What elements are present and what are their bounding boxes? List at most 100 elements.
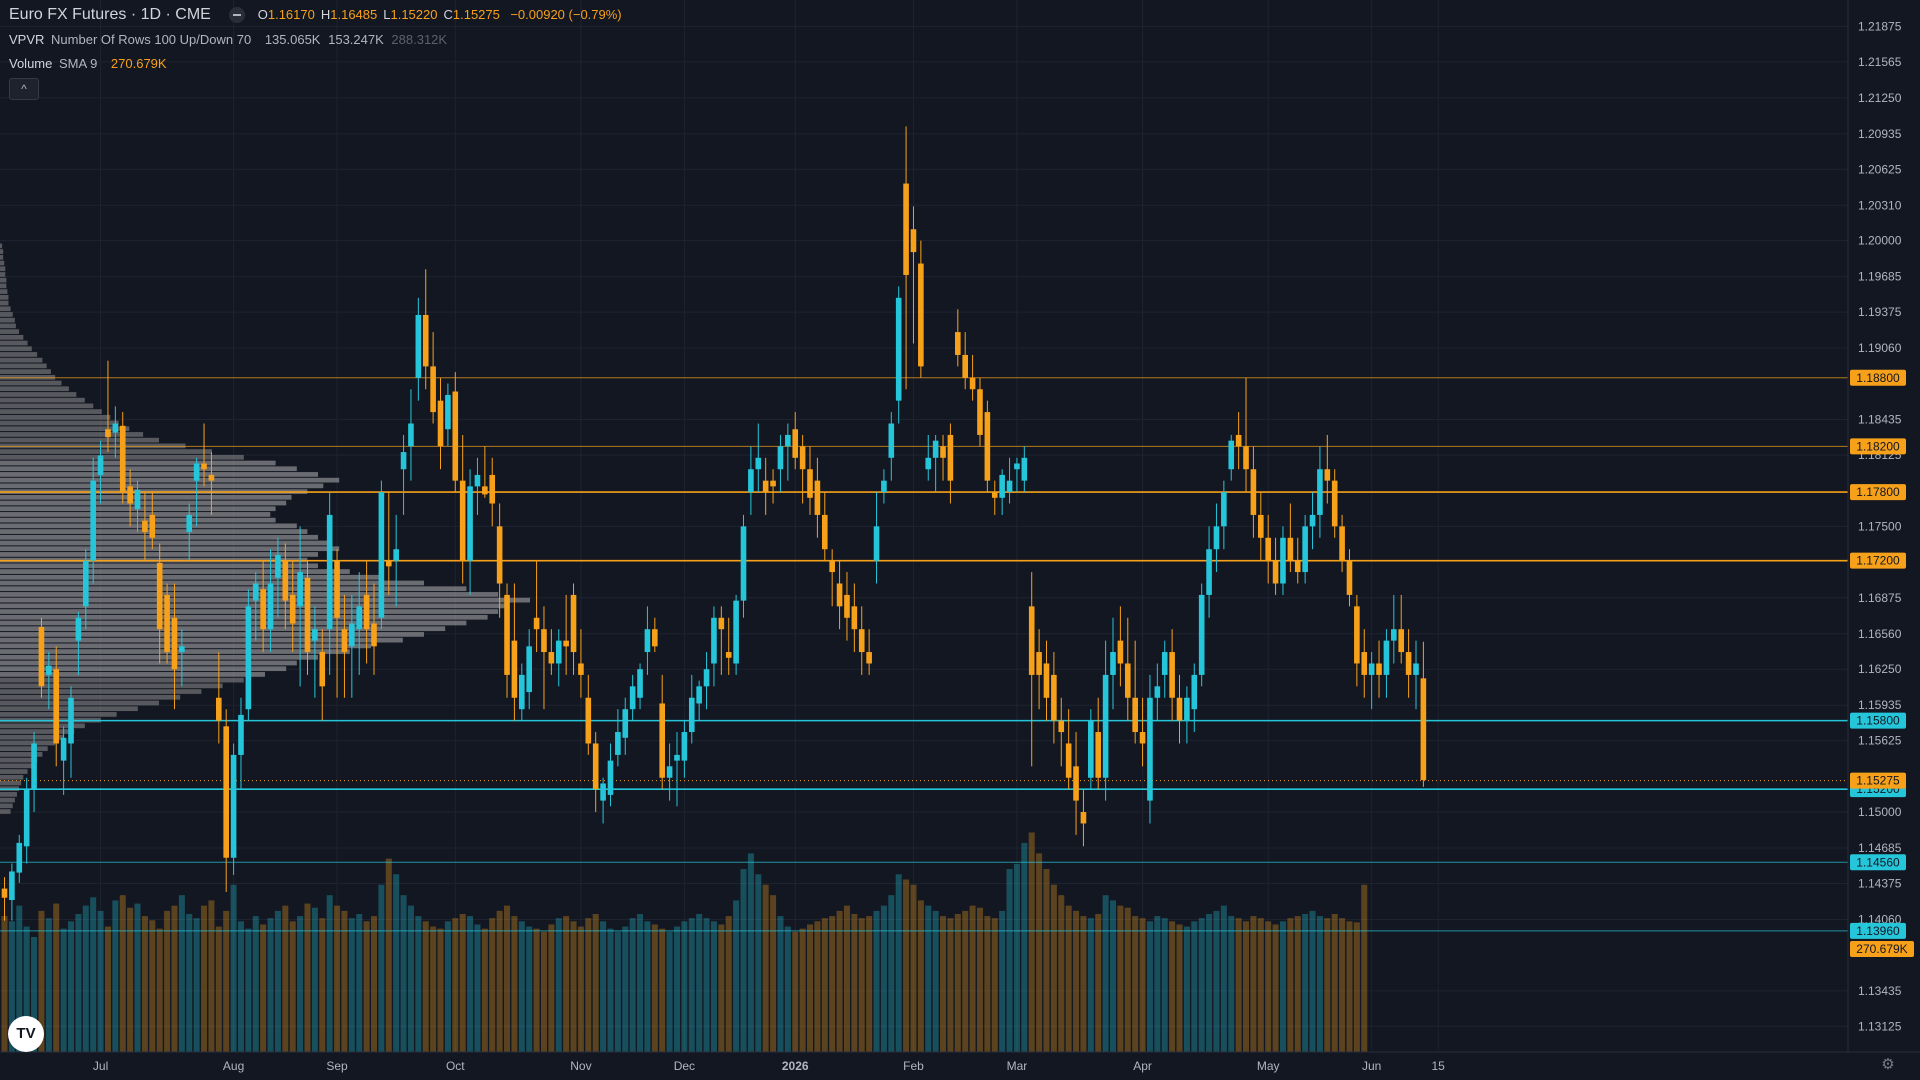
candle-body — [1132, 697, 1138, 733]
volume-bar — [866, 916, 873, 1052]
volume-bar — [1124, 907, 1131, 1052]
volume-sma-tag — [1850, 941, 1914, 957]
price-tick-label: 1.14375 — [1858, 876, 1902, 890]
candle-body — [1206, 549, 1212, 595]
candle-body — [53, 669, 60, 744]
candle-body — [659, 703, 666, 778]
minus-icon[interactable] — [229, 6, 246, 23]
volume-profile-row — [0, 780, 22, 786]
time-tick-label: May — [1257, 1059, 1280, 1073]
volume-bar — [223, 910, 230, 1052]
tradingview-logo[interactable]: TV — [8, 1016, 44, 1052]
volume-profile-row — [0, 243, 3, 249]
volume-profile-row — [0, 752, 43, 757]
volume-bar — [38, 910, 45, 1052]
volume-bar — [1058, 895, 1065, 1052]
volume-bar — [1117, 905, 1124, 1052]
volume-profile-row — [0, 637, 403, 643]
ohlc-value-o: 1.16170 — [267, 7, 315, 22]
time-axis[interactable]: Jul Aug Sep Oct Nov Dec 2026 Feb Mar Apr May Jun 15 — [93, 1059, 1445, 1073]
volume-bar — [533, 928, 540, 1052]
candle-body — [1302, 526, 1308, 573]
level-tag — [1850, 854, 1906, 871]
candle-body — [696, 686, 702, 704]
candle-body — [969, 377, 976, 390]
volume-bar — [112, 900, 119, 1052]
volume-bar — [297, 916, 304, 1052]
vpvr-label[interactable]: VPVR — [9, 32, 45, 47]
collapse-legend-button[interactable]: ^ — [9, 78, 39, 100]
volume-profile-row — [0, 603, 509, 609]
volume-bar — [1028, 832, 1035, 1052]
volume-bar — [496, 910, 503, 1052]
candle-body — [718, 617, 725, 630]
time-tick-label: 15 — [1431, 1059, 1445, 1073]
volume-profile-row — [0, 420, 119, 426]
volume-profile-row — [0, 283, 7, 289]
volume-bar — [341, 910, 348, 1052]
symbol-title[interactable]: Euro FX Futures · 1D · CME — [9, 6, 211, 23]
volume-profile-row — [0, 592, 499, 597]
volume-bar — [873, 910, 880, 1052]
candle-body — [984, 412, 991, 481]
level-tag-label: 1.14560 — [1856, 855, 1900, 869]
candle-body — [1405, 652, 1412, 675]
volume-bar — [127, 907, 134, 1052]
candle-body — [452, 391, 459, 481]
volume-profile-row — [0, 689, 202, 694]
price-tick-label: 1.20310 — [1858, 198, 1902, 212]
candle-body — [999, 474, 1005, 498]
volume-bar — [910, 884, 917, 1052]
candle-body — [363, 594, 370, 630]
volume-bar — [518, 921, 525, 1052]
volume-sma-label: 270.679K — [1856, 942, 1907, 956]
volume-bar — [1095, 914, 1102, 1052]
candle-body — [97, 455, 104, 475]
volume-bar — [807, 924, 814, 1052]
candle-body — [90, 480, 96, 561]
price-tick-label: 1.20000 — [1858, 234, 1902, 248]
volume-profile-row — [0, 534, 318, 540]
candle-body — [1095, 732, 1102, 778]
time-tick-label: Dec — [674, 1059, 695, 1073]
price-tick-label: 1.16250 — [1858, 662, 1902, 676]
volume-bar — [843, 905, 850, 1052]
volume-profile-row — [0, 694, 181, 700]
volume-label[interactable]: Volume — [9, 56, 53, 71]
volume-bar — [1146, 921, 1153, 1052]
volume-bar — [888, 895, 895, 1052]
candle-body — [1280, 537, 1286, 584]
time-tick-label: Jul — [93, 1059, 108, 1073]
candle-body — [16, 842, 23, 873]
volume-bar — [23, 926, 30, 1052]
volume-bar — [252, 916, 259, 1052]
candle-body — [356, 606, 363, 630]
volume-profile-row — [0, 809, 11, 814]
candle-body — [179, 646, 185, 653]
candle-body — [858, 629, 865, 653]
candle-body — [814, 480, 821, 515]
volume-bar — [474, 924, 481, 1052]
candle-body — [31, 743, 37, 790]
grid — [0, 0, 1848, 1052]
volume-profile-row — [0, 266, 6, 272]
volume-bar — [437, 928, 444, 1052]
volume-bar — [659, 928, 666, 1052]
ohlc-key-l: L — [383, 7, 391, 22]
volume-profile-row — [0, 729, 75, 734]
level-tag-label: 1.17200 — [1856, 554, 1900, 568]
volume-bar — [1065, 905, 1072, 1052]
volume-bar — [703, 918, 710, 1052]
candle-body — [910, 229, 917, 253]
price-axis[interactable]: 1.21875 1.21565 1.21250 1.20935 1.20625 1.203… — [1858, 19, 1902, 1033]
volume-profile-row — [0, 769, 28, 774]
volume-bar — [452, 918, 459, 1052]
gear-icon[interactable]: ⚙ — [1881, 1056, 1895, 1073]
candle-body — [349, 623, 355, 647]
volume-profile-row — [0, 300, 9, 306]
candle-body — [1317, 469, 1323, 515]
volume-bar — [1279, 921, 1286, 1052]
ohlc-values: O1.16170 H1.16485 L1.15220 C1.15275 — [258, 7, 506, 22]
volume-profile-row — [0, 483, 324, 489]
